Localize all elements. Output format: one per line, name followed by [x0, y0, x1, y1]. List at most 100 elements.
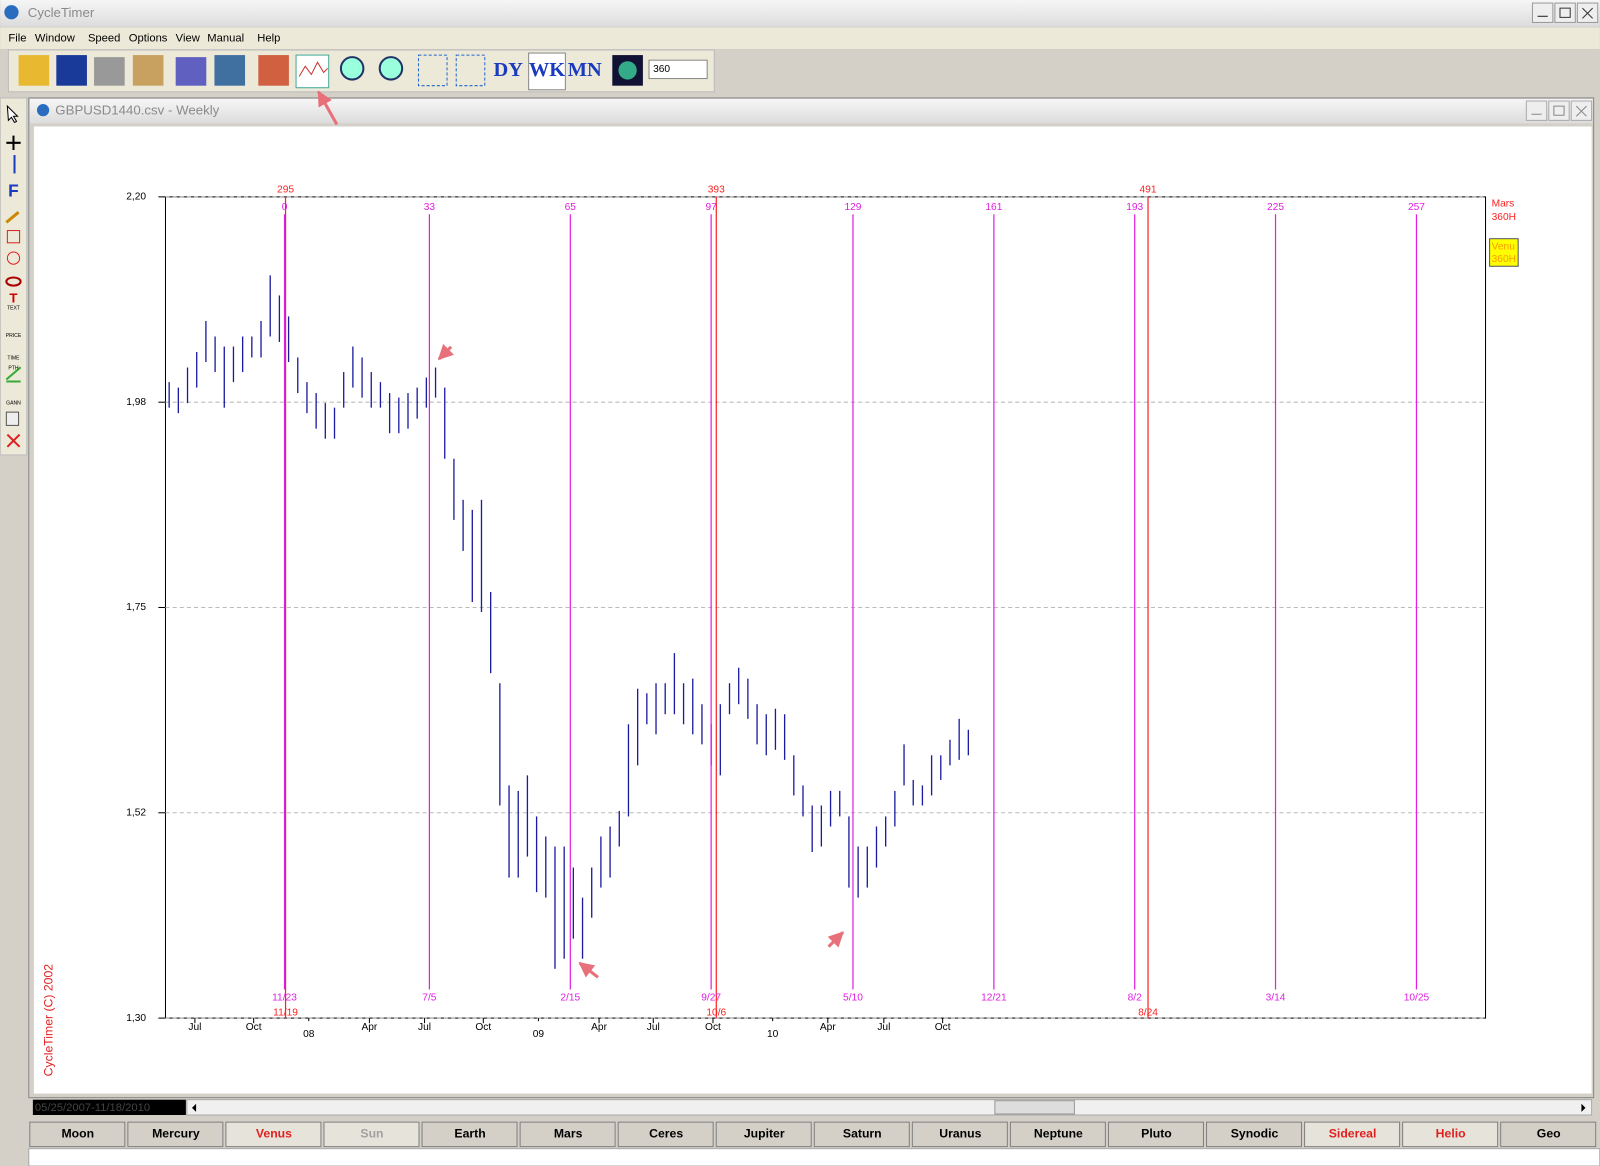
menu-item[interactable]: Help: [257, 33, 280, 45]
cycle-count: 129: [844, 202, 861, 213]
zoom-out-icon[interactable]: [378, 56, 404, 81]
cycle-date: 10/6: [706, 1008, 726, 1019]
gann-tool[interactable]: GANN: [6, 400, 21, 406]
week-pressed: [528, 52, 566, 91]
planet-button[interactable]: [1304, 1121, 1401, 1148]
price-tool[interactable]: PRICE: [6, 333, 22, 339]
planet-buttons: Moon Mercury Venus Sun Earth Mars Ceres Jupiter…: [29, 1121, 1597, 1148]
expand-icon[interactable]: [417, 54, 448, 87]
toolbar: [7, 49, 715, 93]
planet-button[interactable]: [1206, 1121, 1303, 1148]
cycle-date: 8/2: [1128, 992, 1142, 1003]
cycle-date: 3/14: [1266, 992, 1286, 1003]
date-range: 05/25/2007-11/18/2010: [35, 1102, 150, 1114]
cycle-count: 393: [708, 184, 725, 195]
planet-button[interactable]: [911, 1121, 1008, 1148]
document-title-bar: [29, 98, 1593, 124]
cycle-date: 11/23: [272, 992, 297, 1003]
save-icon[interactable]: [56, 55, 87, 86]
copyright: CycleTimer (C) 2002: [41, 964, 55, 1077]
menu-item[interactable]: Options: [129, 33, 168, 45]
title-bar: [0, 0, 1600, 27]
planet-button: [323, 1121, 420, 1148]
menu-item[interactable]: Manual: [207, 33, 244, 45]
x-tick-label: Apr: [591, 1022, 607, 1033]
planet-button[interactable]: [617, 1121, 714, 1148]
cycle-count: 97: [705, 202, 717, 213]
menu-bar: [0, 27, 1600, 49]
range-box: [32, 1099, 186, 1115]
restore-button[interactable]: [1554, 2, 1576, 23]
planet-button[interactable]: [519, 1121, 616, 1148]
legend-box[interactable]: [1489, 238, 1519, 267]
planet-label: Sun: [360, 1127, 383, 1141]
planet-button[interactable]: [813, 1121, 910, 1148]
x-tick-label: Oct: [935, 1022, 951, 1033]
y-tick-label: 1,75: [126, 602, 146, 613]
chart: 1,30 1,52 1,75 1,98 2,20 Jul Oct Apr Jul Oct Apr Ju…: [126, 184, 1519, 1040]
planet-label: Geo: [1537, 1127, 1561, 1141]
daily-button[interactable]: DY: [494, 59, 524, 81]
planet-label: Saturn: [843, 1127, 882, 1141]
zoom-in-icon[interactable]: [339, 56, 365, 81]
menu: File Window Speed Options View Manual Help: [8, 33, 280, 45]
cycle-count: 0: [282, 202, 288, 213]
document-title: GBPUSD1440.csv - Weekly: [55, 103, 219, 118]
planet-button[interactable]: [225, 1121, 322, 1148]
menu-item[interactable]: Window: [35, 33, 76, 45]
x-tick-label: Oct: [246, 1022, 262, 1033]
planet-button[interactable]: [1402, 1121, 1499, 1148]
planet-button[interactable]: [29, 1121, 126, 1148]
status-bar: [28, 1148, 1600, 1166]
path-tool[interactable]: PTH: [8, 366, 19, 372]
text-tool[interactable]: T: [9, 290, 17, 305]
year-label: 08: [303, 1029, 315, 1040]
legend-period[interactable]: 360H: [1492, 254, 1516, 265]
planet-button[interactable]: [127, 1121, 224, 1148]
window-button-glyphs: [1537, 7, 1593, 19]
cycle-count: 161: [985, 202, 1002, 213]
calc-icon[interactable]: [214, 55, 246, 86]
planet-button[interactable]: [1107, 1121, 1204, 1148]
planet-button[interactable]: [421, 1121, 518, 1148]
menu-item[interactable]: File: [8, 33, 26, 45]
open-icon[interactable]: [18, 55, 50, 86]
legend-period[interactable]: 360H: [1492, 212, 1516, 223]
compress-icon[interactable]: [455, 54, 486, 87]
planet-button[interactable]: [715, 1121, 812, 1148]
clipboard-icon[interactable]: [132, 55, 164, 86]
chart-area: [33, 126, 1592, 1094]
scrollbar[interactable]: [186, 1099, 1593, 1116]
cycle-date: 12/21: [981, 992, 1007, 1003]
degree-input[interactable]: [648, 59, 708, 80]
cycle-date: 10/25: [1404, 992, 1430, 1003]
planet-label: Uranus: [939, 1127, 981, 1141]
menu-item[interactable]: View: [176, 33, 201, 45]
menu-item[interactable]: Speed: [88, 33, 120, 45]
minimize-button[interactable]: [1531, 2, 1554, 23]
doc-maximize[interactable]: [1548, 100, 1570, 121]
print-icon[interactable]: [94, 57, 125, 86]
cycle-count: 491: [1140, 184, 1157, 195]
time-tool[interactable]: TIME: [7, 355, 20, 361]
planet-label: Synodic: [1231, 1127, 1279, 1141]
planet-label: Mercury: [152, 1127, 200, 1141]
planet-label: Ceres: [649, 1127, 683, 1141]
erase-icon[interactable]: [258, 55, 289, 86]
planet-label: Earth: [454, 1127, 485, 1141]
legend-name[interactable]: Mars: [1492, 199, 1515, 210]
scroll-thumb[interactable]: [994, 1100, 1075, 1115]
planet-button[interactable]: [1009, 1121, 1106, 1148]
weekly-button[interactable]: WK: [529, 59, 565, 81]
monthly-button[interactable]: MN: [568, 59, 602, 81]
chart-icon[interactable]: [175, 57, 207, 86]
cycle-date: 11/19: [273, 1008, 298, 1019]
annotations: [317, 90, 844, 979]
cycle-date: 5/10: [843, 992, 863, 1003]
legend-name[interactable]: Venu: [1492, 242, 1515, 253]
font-tool[interactable]: F: [8, 180, 19, 200]
doc-minimize[interactable]: [1525, 100, 1548, 121]
cycle-count: 33: [424, 202, 436, 213]
planet-button[interactable]: [1500, 1121, 1597, 1148]
